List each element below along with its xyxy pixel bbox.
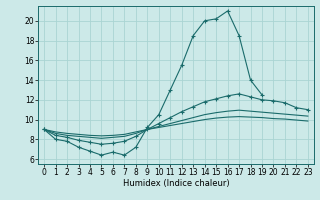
X-axis label: Humidex (Indice chaleur): Humidex (Indice chaleur) bbox=[123, 179, 229, 188]
